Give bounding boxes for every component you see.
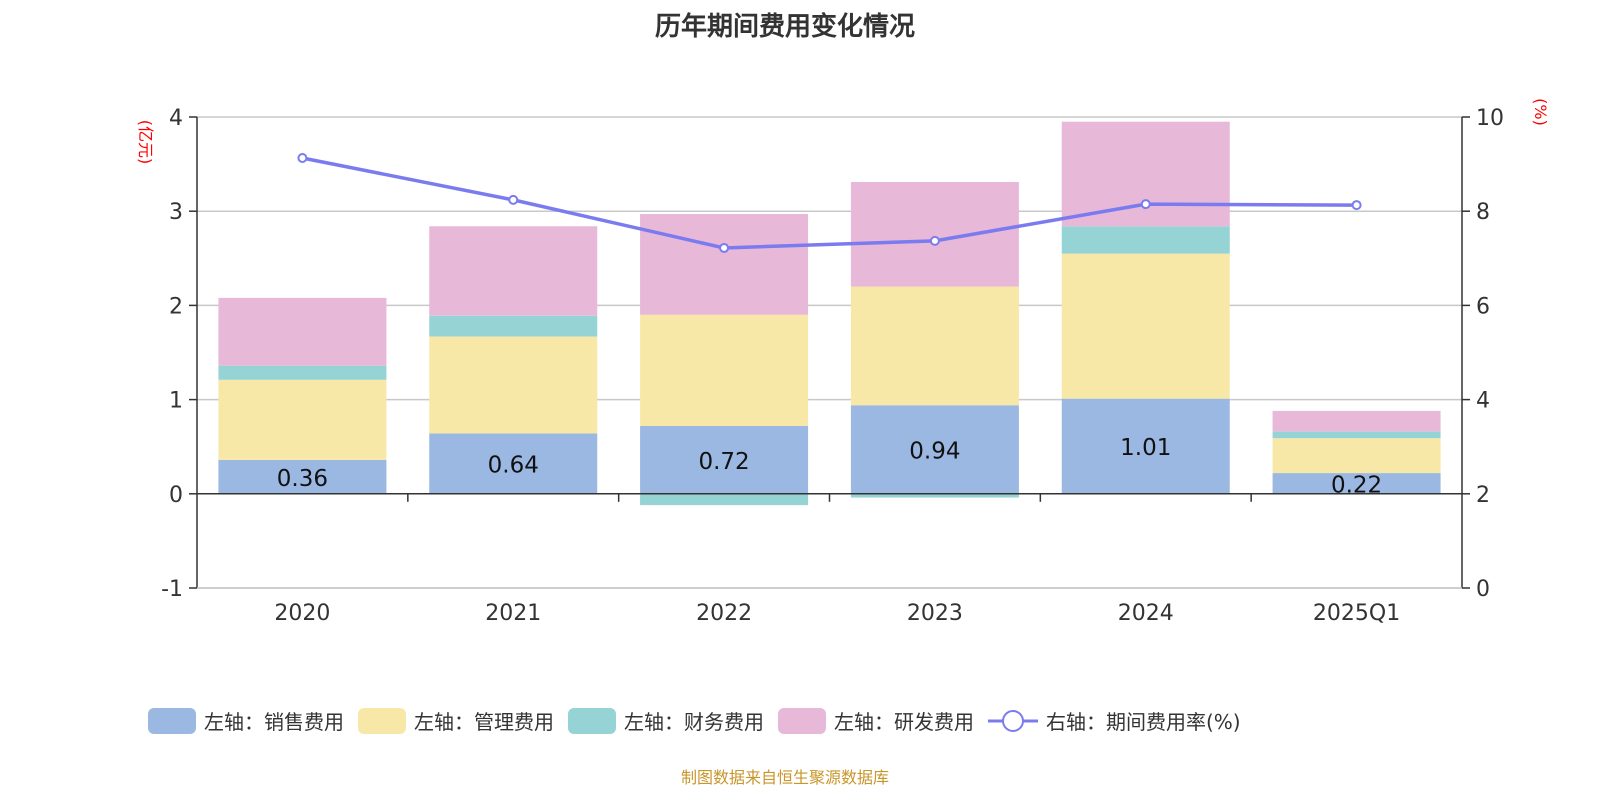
bar-data-label: 1.01	[1120, 435, 1171, 461]
legend-swatch	[358, 707, 406, 734]
bar-data-label: 0.72	[698, 449, 749, 475]
bar-2-2021	[429, 315, 598, 337]
bar-data-label: 0.94	[909, 439, 960, 465]
bar-2-2023	[850, 493, 1019, 498]
legend-swatch	[568, 707, 616, 734]
legend-item[interactable]: 左轴：研发费用	[778, 706, 974, 735]
x-tick-label: 2025Q1	[1313, 601, 1400, 626]
rate-point	[719, 242, 730, 253]
bar-1-2022	[640, 314, 809, 426]
right-tick-label: 4	[1476, 389, 1490, 414]
bar-data-label: 0.36	[277, 466, 328, 492]
bar-0-2021	[429, 433, 598, 494]
rate-point	[929, 235, 940, 246]
bar-0-2023	[850, 405, 1019, 494]
x-tick-label: 2021	[485, 601, 541, 626]
bar-2-2022	[640, 493, 809, 506]
legend-label: 左轴：研发费用	[834, 710, 974, 734]
legend-swatch	[778, 707, 826, 734]
x-tick-label: 2020	[274, 601, 330, 626]
right-tick-label: 2	[1476, 483, 1490, 508]
bar-3-2025Q1	[1272, 410, 1441, 432]
legend-swatch	[148, 707, 196, 734]
bar-3-2021	[429, 226, 598, 316]
legend-item[interactable]: 左轴：管理费用	[358, 706, 554, 735]
x-tick-label: 2024	[1118, 601, 1174, 626]
bar-2-2020	[218, 365, 387, 380]
bar-1-2023	[850, 286, 1019, 406]
legend-label: 左轴：销售费用	[204, 710, 344, 734]
left-tick-label: 1	[169, 389, 183, 414]
right-axis-label: (%)	[1531, 98, 1550, 126]
bar-3-2024	[1061, 121, 1230, 227]
source-footer: 制图数据来自恒生聚源数据库	[680, 768, 889, 787]
right-tick-label: 0	[1476, 577, 1490, 602]
left-axis-label: (亿元)	[136, 120, 155, 165]
bar-1-2024	[1061, 253, 1230, 399]
legend: 左轴：销售费用 左轴：管理费用 左轴：财务费用 左轴：研发费用 右轴：期间费用率(%)	[148, 706, 1255, 735]
legend-item[interactable]: 右轴：期间费用率(%)	[988, 706, 1241, 735]
legend-label: 左轴：管理费用	[414, 710, 554, 734]
bar-2-2024	[1061, 226, 1230, 254]
rate-point	[1351, 200, 1362, 211]
bar-3-2020	[218, 297, 387, 366]
rate-point	[297, 152, 308, 163]
left-tick-label: -1	[161, 577, 183, 602]
rate-point	[508, 194, 519, 205]
chart-title: 历年期间费用变化情况	[654, 12, 915, 42]
legend-item[interactable]: 左轴：财务费用	[568, 706, 764, 735]
bar-1-2020	[218, 379, 387, 460]
bar-1-2021	[429, 336, 598, 434]
bar-data-label: 0.64	[488, 453, 539, 479]
bar-1-2025Q1	[1272, 438, 1441, 474]
right-tick-label: 8	[1476, 200, 1490, 225]
bar-3-2023	[850, 181, 1019, 287]
left-tick-label: 3	[169, 200, 183, 225]
bar-2-2025Q1	[1272, 431, 1441, 439]
bar-0-2022	[640, 425, 809, 494]
bar-3-2022	[640, 214, 809, 315]
bar-0-2024	[1061, 398, 1230, 494]
bar-0-2020	[218, 459, 387, 494]
legend-item[interactable]: 左轴：销售费用	[148, 706, 344, 735]
left-tick-label: 2	[169, 294, 183, 319]
x-tick-label: 2022	[696, 601, 752, 626]
legend-label: 左轴：财务费用	[624, 710, 764, 734]
right-tick-label: 6	[1476, 294, 1490, 319]
left-tick-label: 0	[169, 483, 183, 508]
x-tick-label: 2023	[907, 601, 963, 626]
rate-line	[302, 156, 1357, 250]
left-tick-label: 4	[169, 106, 183, 131]
legend-label: 右轴：期间费用率(%)	[1046, 710, 1241, 734]
right-tick-label: 10	[1476, 106, 1504, 131]
legend-line-circle-icon	[988, 709, 1038, 732]
rate-point	[1140, 199, 1151, 210]
bar-0-2025Q1	[1272, 473, 1441, 494]
